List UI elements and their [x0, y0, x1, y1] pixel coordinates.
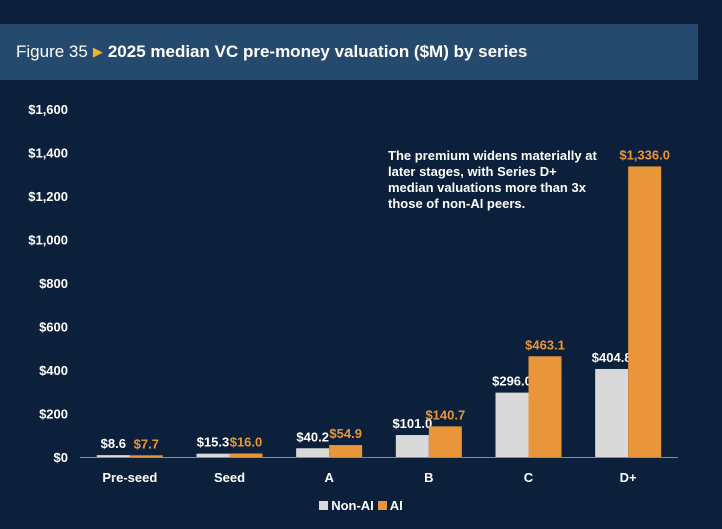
- bar-ai: [528, 356, 562, 457]
- y-tick-label: $400: [39, 363, 68, 378]
- x-tick-label: C: [524, 470, 534, 485]
- legend-label-ai: AI: [389, 498, 403, 513]
- y-tick-label: $1,400: [28, 146, 68, 161]
- data-label-non-ai: $8.6: [101, 436, 126, 451]
- chart-annotation: The premium widens materially at later s…: [388, 148, 597, 211]
- data-label-non-ai: $296.0: [492, 374, 532, 389]
- data-label-ai: $463.1: [525, 337, 565, 352]
- data-label-ai: $16.0: [230, 435, 263, 450]
- data-label-ai: $1,336.0: [619, 147, 670, 162]
- data-label-ai: $140.7: [425, 407, 465, 422]
- y-tick-label: $800: [39, 276, 68, 291]
- x-tick-label: Seed: [214, 470, 245, 485]
- bar-non-ai: [96, 455, 130, 457]
- y-tick-label: $1,600: [28, 102, 68, 117]
- data-label-non-ai: $101.0: [392, 416, 432, 431]
- chart-legend: Non-AI AI: [0, 498, 722, 513]
- legend-swatch-ai: [377, 501, 387, 510]
- y-tick-label: $0: [54, 450, 68, 465]
- caret-right-icon: ▶: [92, 44, 103, 59]
- y-tick-label: $600: [39, 320, 68, 335]
- bar-ai: [628, 166, 662, 458]
- data-label-ai: $7.7: [134, 436, 159, 451]
- data-label-ai: $54.9: [329, 426, 362, 441]
- bar-non-ai: [495, 392, 529, 457]
- bar-ai: [229, 453, 263, 457]
- legend-swatch-non-ai: [319, 501, 329, 510]
- legend-label-non-ai: Non-AI: [331, 498, 374, 513]
- x-tick-label: D+: [620, 470, 637, 485]
- bar-ai: [428, 426, 462, 457]
- y-tick-label: $200: [39, 407, 68, 422]
- bar-ai: [329, 445, 363, 457]
- data-label-non-ai: $15.3: [197, 435, 230, 450]
- legend-item-ai: AI: [377, 498, 403, 513]
- data-label-non-ai: $404.8: [592, 350, 632, 365]
- figure-number: Figure 35: [16, 42, 88, 61]
- bar-non-ai: [395, 435, 429, 457]
- y-tick-label: $1,000: [28, 233, 68, 248]
- x-tick-label: B: [424, 470, 433, 485]
- legend-item-non-ai: Non-AI: [319, 498, 374, 513]
- bar-ai: [129, 455, 163, 457]
- bar-non-ai: [296, 448, 330, 457]
- y-tick-label: $1,200: [28, 189, 68, 204]
- chart-title: 2025 median VC pre-money valuation ($M) …: [107, 42, 528, 61]
- bar-non-ai: [595, 368, 629, 457]
- figure-header: Figure 35 ▶ 2025 median VC pre-money val…: [0, 24, 698, 80]
- data-label-non-ai: $40.2: [296, 429, 329, 444]
- bar-non-ai: [196, 453, 230, 457]
- x-tick-label: Pre-seed: [102, 470, 157, 485]
- x-tick-label: A: [324, 470, 334, 485]
